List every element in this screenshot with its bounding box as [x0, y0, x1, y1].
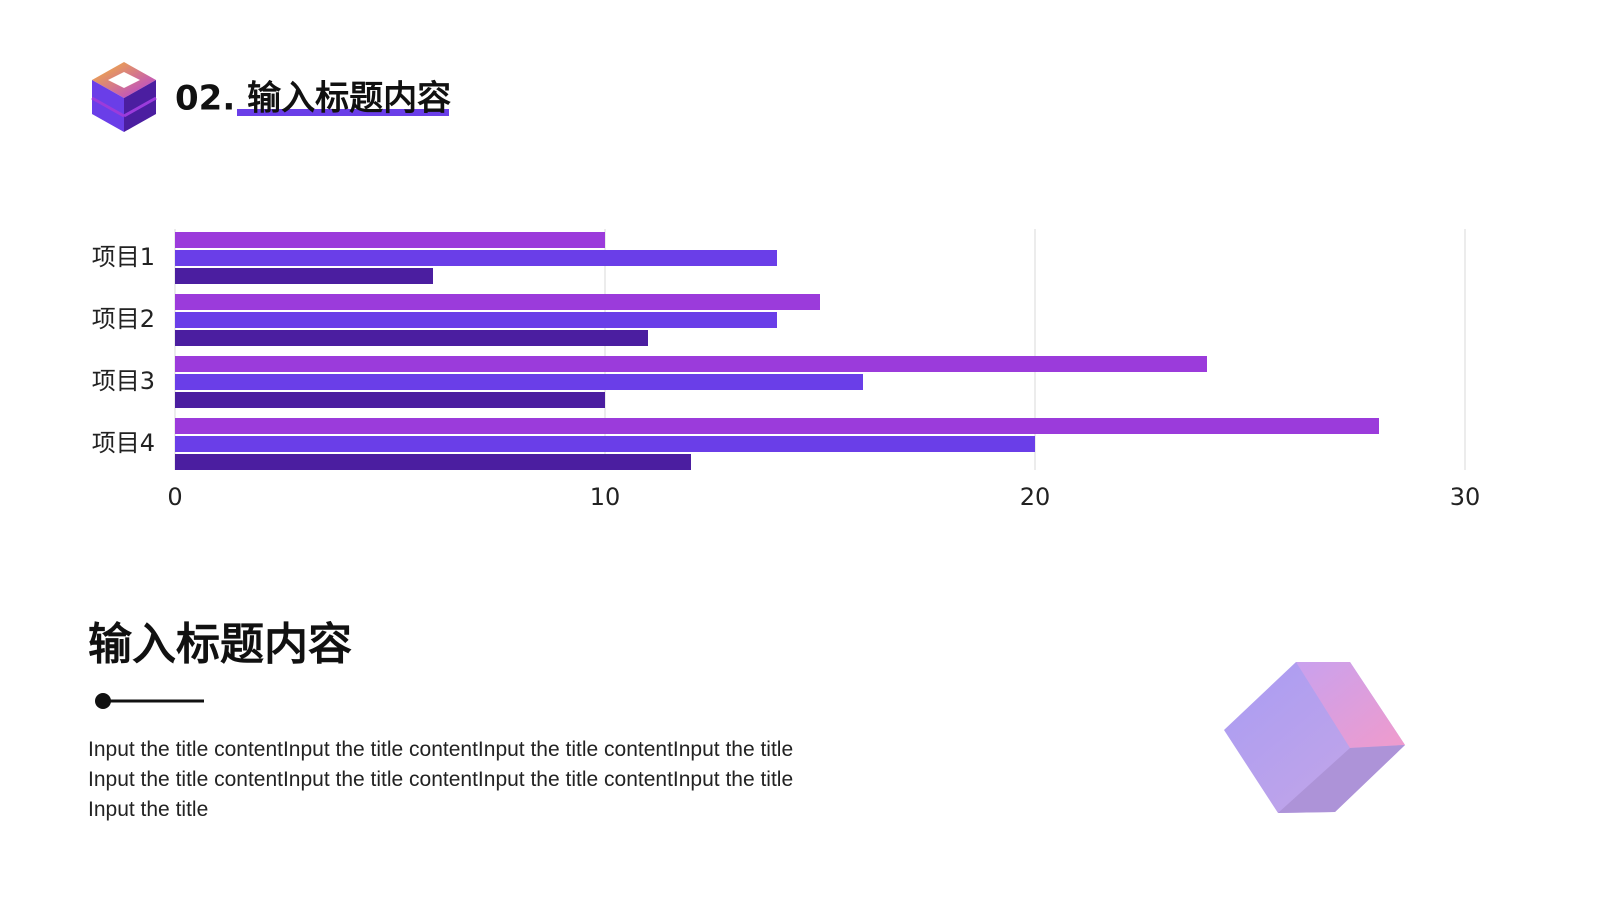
y-tick-label: 项目3 [92, 367, 155, 395]
bar [175, 268, 433, 284]
section-title: 输入标题内容 [88, 619, 352, 670]
bar [175, 232, 605, 248]
y-tick-label: 项目1 [92, 243, 155, 271]
x-tick-label: 0 [167, 483, 182, 511]
x-tick-label: 10 [590, 483, 621, 511]
header-icon [91, 62, 157, 132]
y-tick-label: 项目2 [92, 305, 155, 333]
bar [175, 356, 1207, 372]
bar [175, 454, 691, 470]
bar [175, 392, 605, 408]
body-text: Input the title contentInput the title c… [88, 738, 794, 821]
decor-cube [1224, 662, 1405, 813]
bar [175, 418, 1379, 434]
header-title: 02. 输入标题内容 [175, 79, 451, 119]
title-underline [237, 109, 449, 116]
y-tick-label: 项目4 [92, 429, 155, 457]
bar [175, 374, 863, 390]
x-tick-label: 20 [1020, 483, 1051, 511]
x-tick-label: 30 [1450, 483, 1481, 511]
bar [175, 312, 777, 328]
bar [175, 436, 1035, 452]
bar [175, 250, 777, 266]
bar [175, 294, 820, 310]
bar [175, 330, 648, 346]
decor-line [95, 693, 204, 709]
